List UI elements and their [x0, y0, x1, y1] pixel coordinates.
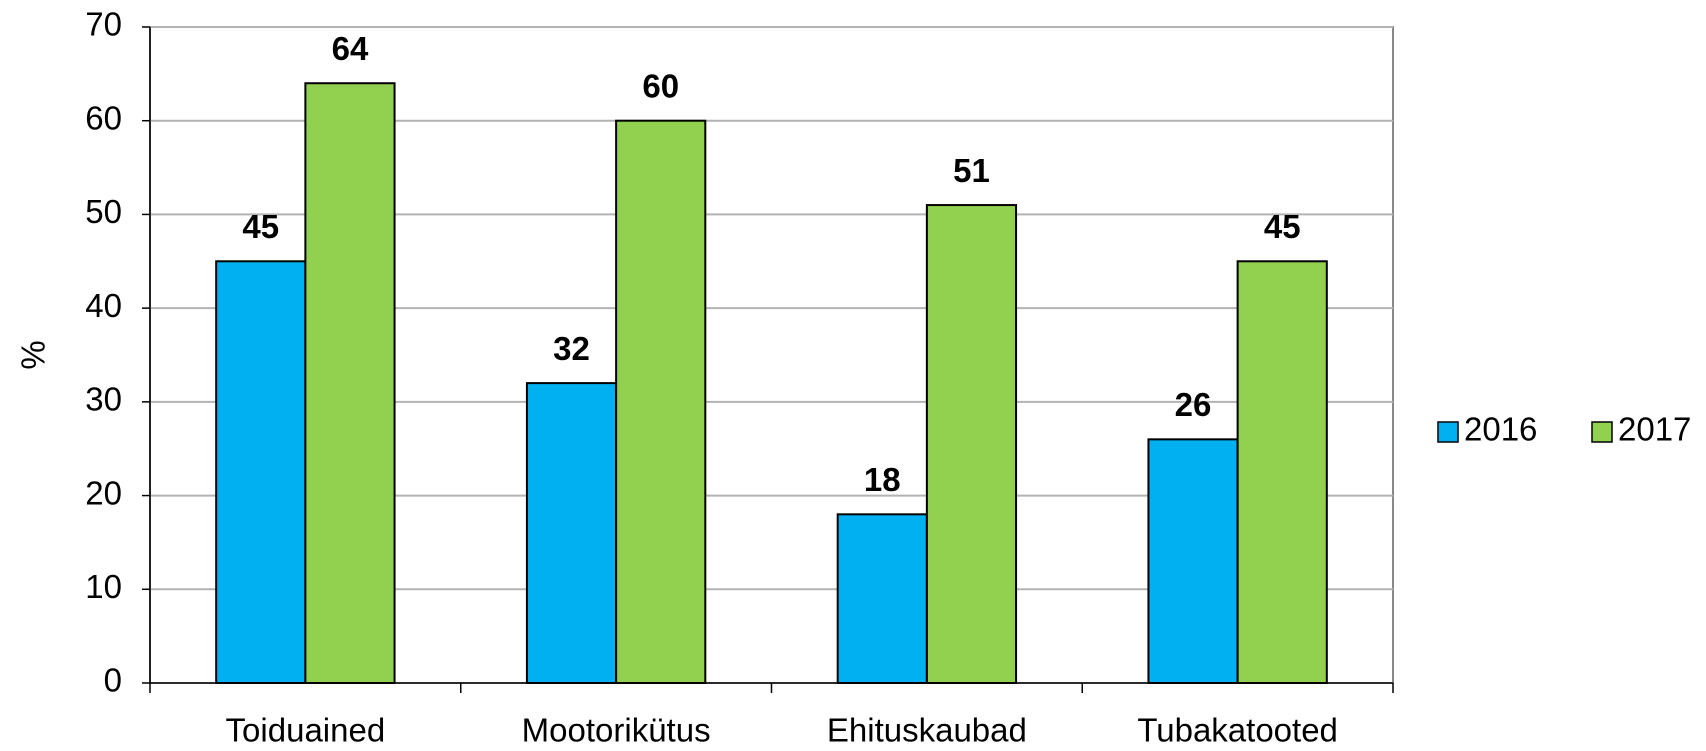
- legend-swatch: [1591, 421, 1613, 443]
- y-tick-label: 60: [85, 99, 122, 136]
- data-label: 64: [332, 30, 369, 67]
- data-label: 32: [553, 330, 590, 367]
- data-label: 18: [864, 461, 901, 498]
- x-tick-label: Ehituskaubad: [827, 712, 1027, 749]
- y-tick-label: 10: [85, 568, 122, 605]
- data-label: 51: [953, 152, 990, 189]
- bar: [215, 260, 307, 684]
- data-label: 45: [242, 208, 279, 245]
- data-label: 60: [642, 67, 679, 104]
- bar: [1236, 260, 1328, 684]
- bar: [304, 82, 396, 684]
- x-tick-label: Toiduained: [226, 712, 386, 749]
- data-label: 26: [1175, 386, 1212, 423]
- y-tick-label: 0: [104, 662, 122, 699]
- x-tick-label: Tubakatooted: [1137, 712, 1338, 749]
- bar: [1147, 438, 1239, 685]
- legend-label: 2017: [1618, 411, 1691, 448]
- y-axis-label: %: [15, 340, 52, 369]
- y-tick-label: 50: [85, 193, 122, 230]
- y-tick-label: 30: [85, 381, 122, 418]
- bar: [925, 204, 1018, 685]
- bar: [525, 382, 618, 684]
- y-tick-label: 70: [85, 6, 122, 43]
- y-tick-label: 40: [85, 287, 122, 324]
- legend-label: 2016: [1464, 411, 1537, 448]
- legend-swatch: [1437, 421, 1459, 443]
- x-tick-label: Mootorikütus: [522, 712, 711, 749]
- data-label: 45: [1264, 208, 1301, 245]
- bar: [836, 513, 928, 684]
- y-tick-label: 20: [85, 474, 122, 511]
- bar: [615, 119, 707, 684]
